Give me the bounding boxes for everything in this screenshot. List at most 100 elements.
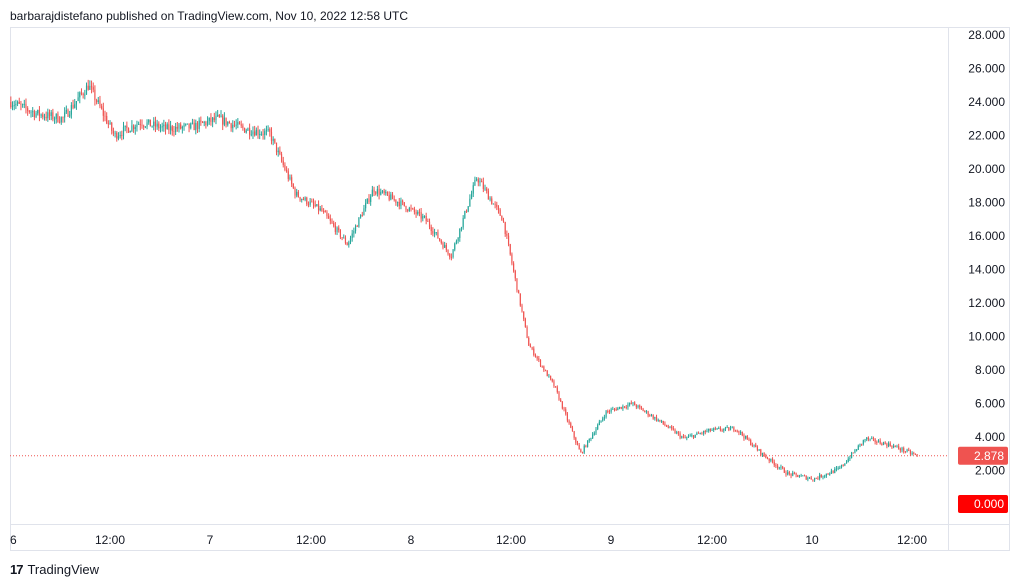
candle-body (857, 445, 859, 450)
candle-body (203, 122, 205, 123)
tradingview-logo[interactable]: 17 TradingView (10, 562, 99, 577)
candle-body (457, 237, 459, 242)
candle-body (719, 428, 722, 431)
candle-body (69, 114, 71, 117)
candle-body (215, 115, 217, 120)
candle-body (519, 293, 521, 306)
candle-body (585, 445, 587, 447)
candle-body (183, 124, 185, 127)
candle-body (368, 198, 370, 202)
candle-body (396, 202, 399, 203)
candle-body (874, 438, 876, 443)
candle-body (353, 230, 355, 234)
candle-body (887, 443, 890, 447)
candle-body (420, 212, 422, 219)
y-tick-label: 18.000 (968, 196, 1005, 210)
candle-body (622, 406, 624, 409)
candle-body (561, 401, 563, 409)
candle-body (513, 263, 515, 271)
candle-body (230, 123, 232, 129)
candle-body (139, 123, 141, 125)
candle-body (341, 237, 343, 239)
candle-body (825, 473, 827, 476)
candle-body (832, 470, 834, 473)
candle-body (856, 449, 858, 451)
candle-body (544, 370, 547, 372)
candle-body (50, 112, 52, 117)
candle-body (797, 474, 799, 477)
candle-body (391, 194, 394, 200)
candle-body (383, 190, 385, 194)
zero-price-label: 0.000 (974, 497, 1004, 511)
candle-body (161, 126, 163, 128)
candle-body (275, 142, 278, 153)
candle-body (761, 452, 764, 455)
candle-body (850, 452, 853, 459)
candle-body (65, 109, 67, 113)
candle-body (849, 458, 851, 459)
candle-body (127, 128, 130, 133)
candle-body (884, 442, 886, 444)
candle-body (442, 243, 444, 248)
candle-body (623, 406, 626, 408)
candle-body (131, 125, 133, 132)
candle-body (148, 119, 150, 123)
candle-body (597, 425, 599, 430)
candle-body (824, 475, 826, 477)
candle-body (304, 197, 306, 200)
candle-body (163, 124, 165, 127)
candle-body (652, 415, 654, 419)
candle-body (321, 208, 323, 212)
candle-body (904, 451, 906, 453)
candle-body (894, 445, 896, 447)
candle-body (603, 417, 605, 419)
candle-body (171, 126, 173, 132)
candle-body (867, 437, 869, 440)
candle-body (220, 115, 222, 118)
publisher-line: barbarajdistefano published on TradingVi… (10, 9, 409, 23)
candle-body (317, 204, 320, 211)
candle-body (319, 208, 321, 211)
candle-body (348, 242, 350, 246)
candle-body (198, 120, 200, 129)
candle-body (136, 124, 138, 128)
candle-body (556, 387, 558, 393)
candle-body (428, 221, 431, 227)
candle-body (639, 405, 641, 408)
candle-body (901, 448, 903, 451)
candle-body (746, 436, 748, 440)
candle-body (546, 370, 548, 377)
candle-body (697, 432, 700, 434)
candle-body (578, 445, 580, 450)
candle-body (842, 464, 844, 466)
candle-body (99, 100, 101, 107)
candle-body (102, 108, 104, 116)
candle-body (835, 468, 838, 470)
candle-body (90, 85, 93, 88)
candle-body (297, 191, 299, 198)
candle-body (262, 133, 264, 135)
candle-body (528, 337, 530, 346)
candle-body (634, 402, 636, 406)
candle-body (592, 434, 594, 439)
candle-body (432, 231, 434, 234)
candle-body (373, 189, 375, 193)
candle-body (773, 461, 775, 466)
candle-body (227, 121, 229, 125)
candle-body (25, 103, 27, 109)
candle-body (793, 472, 795, 474)
candle-body (573, 431, 575, 438)
candle-body (687, 436, 690, 438)
candle-body (32, 111, 34, 113)
candle-body (418, 211, 421, 213)
candle-body (154, 121, 157, 127)
candle-body (272, 138, 274, 141)
candle-body (427, 221, 429, 222)
candle-body (496, 204, 498, 207)
candle-body (714, 428, 716, 430)
candle-body (274, 138, 276, 143)
candle-body (555, 386, 557, 388)
candle-body (889, 443, 891, 446)
candle-body (538, 358, 540, 360)
